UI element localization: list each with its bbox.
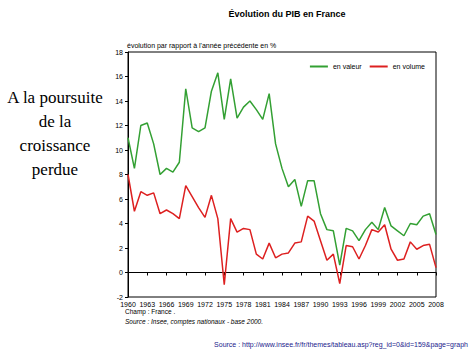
svg-text:en valeur: en valeur [333, 63, 362, 70]
svg-text:14: 14 [115, 98, 123, 105]
svg-text:0: 0 [119, 269, 123, 276]
svg-text:1975: 1975 [216, 301, 232, 308]
svg-text:8: 8 [119, 171, 123, 178]
svg-text:1966: 1966 [159, 301, 175, 308]
svg-text:16: 16 [115, 73, 123, 80]
html-text:Source : http://www.insee.fr/f: Source : http://www.insee.fr/fr/themes/t… [214, 341, 468, 348]
svg-text:Champ : France .: Champ : France . [125, 308, 175, 316]
svg-text:1996: 1996 [351, 301, 367, 308]
svg-text:1987: 1987 [293, 301, 309, 308]
svg-text:évolution par rapport à l'anné: évolution par rapport à l'année précéden… [127, 42, 276, 50]
svg-text:12: 12 [115, 122, 123, 129]
svg-text:-2: -2 [117, 294, 123, 301]
html-text:A la poursuite de la croissanc: A la poursuite de la croissance perdue [7, 88, 103, 179]
svg-text:1993: 1993 [332, 301, 348, 308]
svg-text:1972: 1972 [197, 301, 213, 308]
svg-text:6: 6 [119, 196, 123, 203]
svg-text:18: 18 [115, 49, 123, 56]
svg-text:Source : Insee, comptes nation: Source : Insee, comptes nationaux - base… [125, 318, 263, 326]
svg-text:Évolution du PIB en France: Évolution du PIB en France [228, 9, 345, 19]
svg-text:en volume: en volume [393, 63, 425, 70]
svg-text:1984: 1984 [274, 301, 290, 308]
svg-text:1963: 1963 [139, 301, 155, 308]
svg-text:2008: 2008 [428, 301, 444, 308]
svg-text:1981: 1981 [255, 301, 271, 308]
svg-text:1999: 1999 [370, 301, 386, 308]
svg-text:1960: 1960 [120, 301, 136, 308]
svg-text:2002: 2002 [390, 301, 406, 308]
svg-text:1969: 1969 [178, 301, 194, 308]
svg-text:2: 2 [119, 245, 123, 252]
svg-text:10: 10 [115, 147, 123, 154]
svg-text:4: 4 [119, 220, 123, 227]
svg-text:1990: 1990 [313, 301, 329, 308]
svg-text:2005: 2005 [409, 301, 425, 308]
svg-text:1978: 1978 [236, 301, 252, 308]
